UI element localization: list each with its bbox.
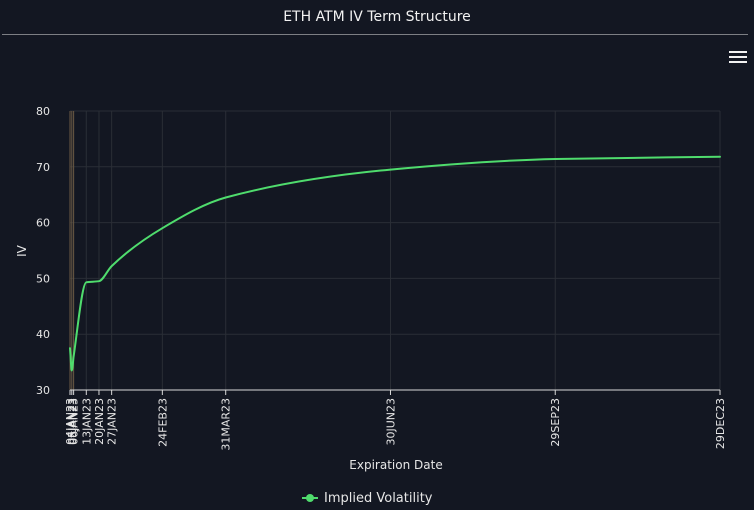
y-tick-label: 60 (36, 217, 50, 230)
menu-bar (729, 51, 747, 53)
menu-bar (729, 61, 747, 63)
series-line-implied-volatility (69, 155, 721, 372)
y-tick-label: 80 (36, 105, 50, 118)
series-layer (69, 155, 721, 372)
y-tick-label: 30 (36, 384, 50, 397)
chart-header: ETH ATM IV Term Structure (0, 0, 754, 35)
x-tick-label: 13JAN23 (80, 398, 93, 445)
x-tick-label: 29SEP23 (549, 398, 562, 447)
legend-item-implied-volatility[interactable]: Implied Volatility (302, 489, 433, 507)
x-tick-label: 31MAR23 (220, 398, 233, 451)
y-tick-label: 40 (36, 328, 50, 341)
x-tick-label: 04JAN23 (64, 398, 77, 445)
x-axis-title: Expiration Date (349, 458, 442, 472)
y-axis-title: IV (15, 244, 29, 257)
x-tick-label: 20JAN23 (93, 398, 106, 445)
x-tick-label: 05JAN23 (66, 398, 79, 445)
hamburger-menu-icon[interactable] (728, 49, 748, 65)
chart-title: ETH ATM IV Term Structure (283, 9, 471, 25)
menu-bar (729, 56, 747, 58)
x-tick-label: 24FEB23 (156, 398, 169, 447)
x-tick-label: 27JAN23 (106, 398, 119, 445)
axes (69, 389, 721, 395)
y-tick-label: 50 (36, 272, 50, 285)
header-divider (2, 34, 748, 35)
y-tick-label: 70 (36, 161, 50, 174)
y-tick-labels: 30 40 50 60 70 80 (36, 105, 50, 397)
grid-lines (69, 110, 721, 390)
legend-swatch (302, 493, 318, 503)
x-tick-label: 06JAN23 (68, 398, 81, 445)
legend-label: Implied Volatility (324, 490, 433, 506)
x-tick-label: 30JUN23 (384, 398, 397, 446)
x-tick-label: 29DEC23 (714, 398, 727, 449)
